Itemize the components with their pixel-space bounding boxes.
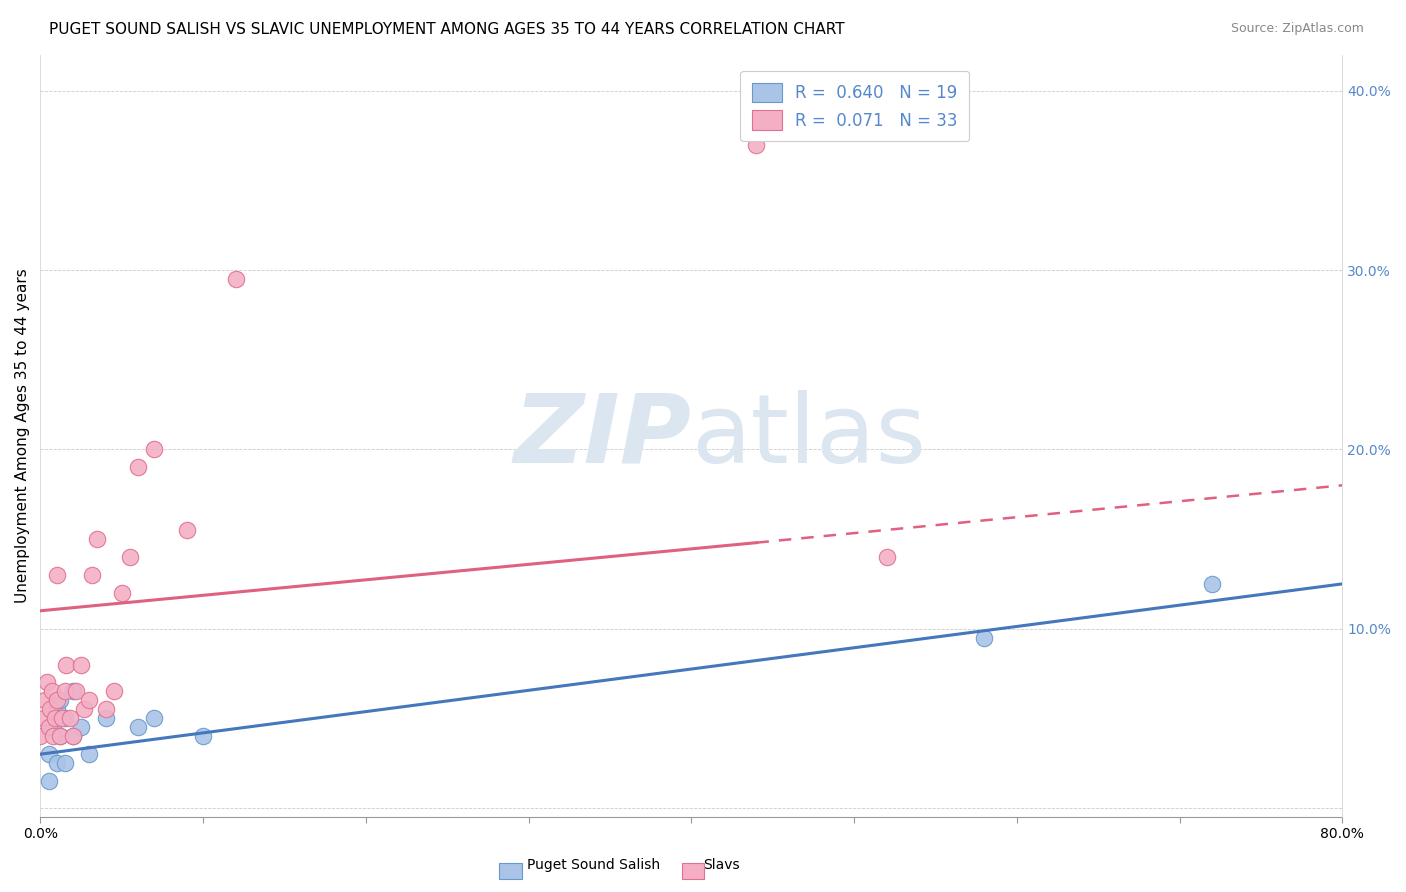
- Text: Puget Sound Salish: Puget Sound Salish: [527, 858, 661, 872]
- Point: [77, 747, 100, 761]
- Point: [62, 729, 84, 743]
- Text: Source: ZipAtlas.com: Source: ZipAtlas.com: [1230, 22, 1364, 36]
- Point: [42, 729, 65, 743]
- Point: [35, 675, 58, 690]
- Point: [41, 684, 63, 698]
- Point: [127, 460, 149, 475]
- Point: [38, 720, 60, 734]
- Point: [70, 657, 93, 672]
- Point: [32, 711, 55, 725]
- Point: [49, 693, 72, 707]
- Point: [176, 523, 198, 537]
- Point: [62, 729, 84, 743]
- Point: [45, 702, 67, 716]
- Point: [111, 586, 134, 600]
- Point: [59, 711, 82, 725]
- Point: [745, 137, 768, 152]
- Point: [225, 272, 247, 286]
- Text: atlas: atlas: [692, 390, 927, 483]
- Point: [143, 442, 166, 457]
- Point: [45, 568, 67, 582]
- Point: [73, 702, 96, 716]
- Point: [94, 702, 117, 716]
- Point: [39, 702, 62, 716]
- Point: [94, 711, 117, 725]
- Point: [77, 693, 100, 707]
- Point: [86, 532, 108, 546]
- Point: [65, 684, 87, 698]
- Point: [143, 711, 166, 725]
- Point: [103, 684, 125, 698]
- Point: [53, 711, 76, 725]
- Point: [53, 756, 76, 771]
- Point: [34, 693, 56, 707]
- Point: [127, 720, 149, 734]
- Point: [42, 720, 65, 734]
- Point: [82, 568, 104, 582]
- Point: [973, 631, 995, 645]
- Point: [49, 729, 72, 743]
- Text: ZIP: ZIP: [513, 390, 692, 483]
- Point: [38, 747, 60, 761]
- Y-axis label: Unemployment Among Ages 35 to 44 years: Unemployment Among Ages 35 to 44 years: [15, 268, 30, 603]
- Point: [62, 684, 84, 698]
- Point: [53, 684, 76, 698]
- Point: [38, 774, 60, 789]
- Legend: R =  0.640   N = 19, R =  0.071   N = 33: R = 0.640 N = 19, R = 0.071 N = 33: [740, 71, 969, 141]
- Point: [44, 711, 66, 725]
- Point: [30, 729, 52, 743]
- Point: [45, 693, 67, 707]
- Point: [876, 549, 898, 564]
- Point: [70, 720, 93, 734]
- Text: PUGET SOUND SALISH VS SLAVIC UNEMPLOYMENT AMONG AGES 35 TO 44 YEARS CORRELATION : PUGET SOUND SALISH VS SLAVIC UNEMPLOYMEN…: [49, 22, 845, 37]
- Point: [1201, 577, 1223, 591]
- Point: [45, 756, 67, 771]
- Point: [51, 711, 73, 725]
- Text: Slavs: Slavs: [703, 858, 740, 872]
- Point: [49, 729, 72, 743]
- Point: [191, 729, 214, 743]
- Point: [55, 657, 77, 672]
- Point: [118, 549, 141, 564]
